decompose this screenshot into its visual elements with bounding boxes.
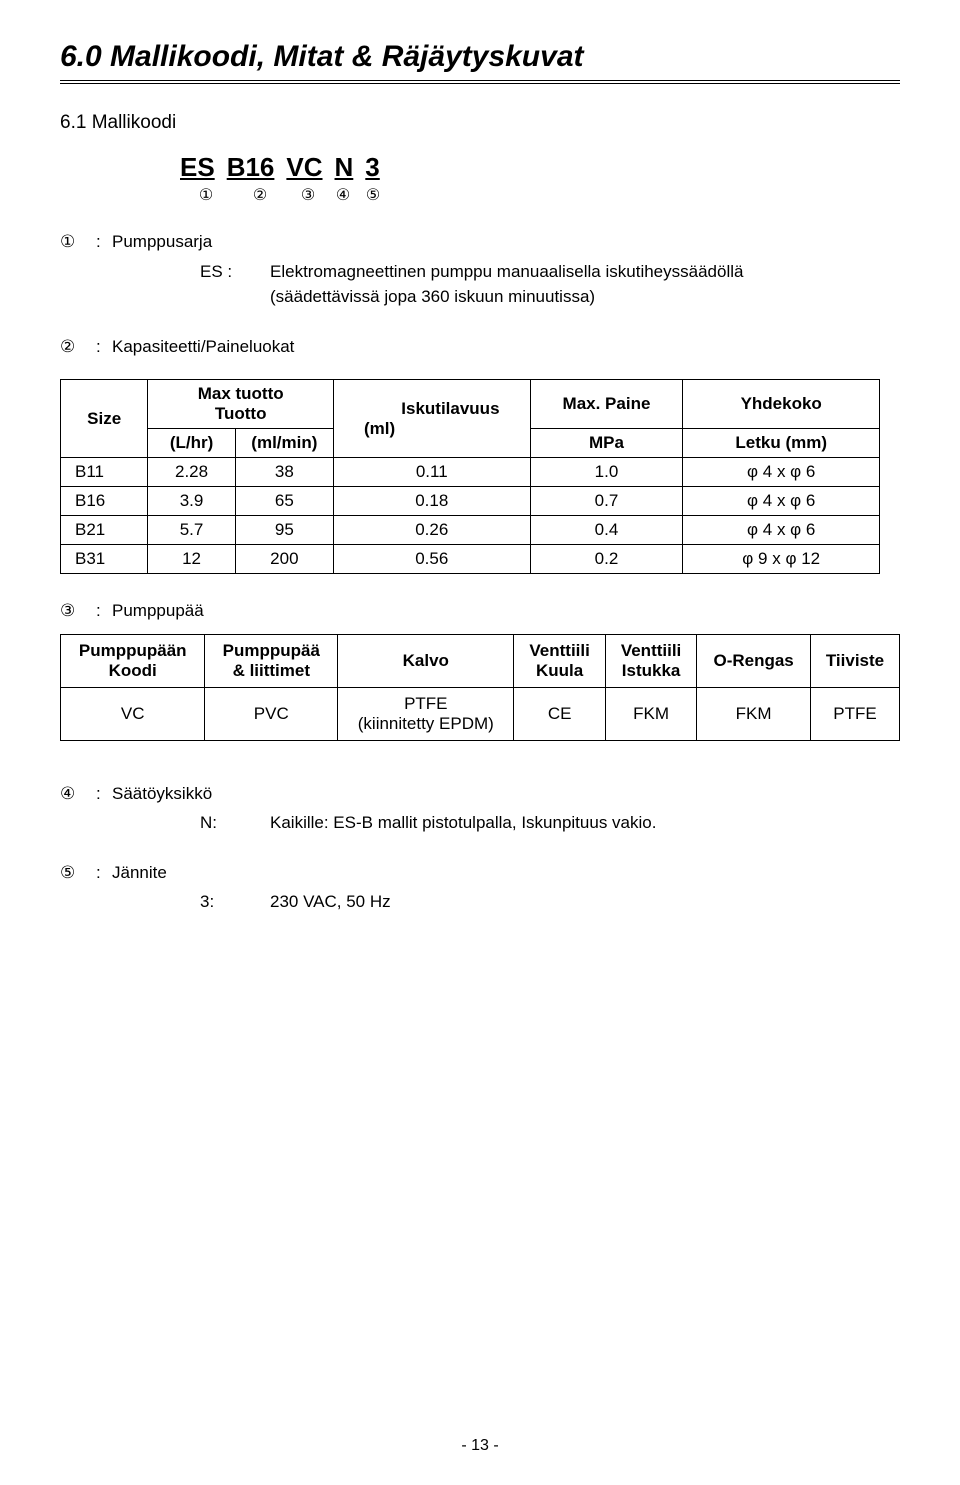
def3-label: Pumppupää (112, 598, 204, 624)
th-maxpaine: Max. Paine (530, 380, 683, 429)
th-size: Size (61, 380, 148, 458)
def3-colon: : (96, 598, 112, 624)
th-istukka: Venttiili Istukka (605, 634, 696, 687)
def5-sub-text: 230 VAC, 50 Hz (270, 889, 900, 915)
model-code: ES B16 VC N 3 ① ② ③ ④ ⑤ (180, 152, 900, 205)
head-table: Pumppupään Koodi Pumppupää & liittimet K… (60, 634, 900, 741)
def-3: ③ : Pumppupää (60, 598, 900, 624)
th-mpa: MPa (530, 429, 683, 458)
def4-sub-label: N: (200, 810, 270, 836)
circle-1: ① (180, 185, 232, 205)
th-lhr: (L/hr) (148, 429, 235, 458)
th-kalvo: Kalvo (338, 634, 514, 687)
th-tiiviste: Tiiviste (810, 634, 899, 687)
def1-paren: (säädettävissä jopa 360 iskuun minuutiss… (270, 284, 900, 310)
def1-num: ① (60, 229, 96, 255)
def5-num: ⑤ (60, 860, 96, 886)
def3-num: ③ (60, 598, 96, 624)
table-row: VC PVC PTFE (kiinnitetty EPDM) CE FKM FK… (61, 687, 900, 740)
th-orengas: O-Rengas (697, 634, 811, 687)
th-maxtuotto: Max tuotto Tuotto (148, 380, 334, 429)
table-row: B31 12 200 0.56 0.2 φ 9 x φ 12 (61, 545, 880, 574)
model-part-es: ES (180, 152, 215, 183)
circle-4: ④ (328, 185, 358, 205)
circle-5: ⑤ (358, 185, 388, 205)
th-mlmin: (ml/min) (235, 429, 333, 458)
def-1: ① : Pumppusarja ES : Elektromagneettinen… (60, 229, 900, 310)
model-part-3: 3 (365, 152, 379, 183)
def1-label: Pumppusarja (112, 229, 212, 255)
def4-label: Säätöyksikkö (112, 781, 212, 807)
sub-title: 6.1 Mallikoodi (60, 112, 900, 134)
def4-sub-text: Kaikille: ES-B mallit pistotulpalla, Isk… (270, 810, 900, 836)
th-koodi: Pumppupään Koodi (61, 634, 205, 687)
th-letku: Letku (mm) (683, 429, 880, 458)
th-isku: Iskutilavuus (ml) (333, 380, 530, 458)
table-row: B21 5.7 95 0.26 0.4 φ 4 x φ 6 (61, 516, 880, 545)
def2-label: Kapasiteetti/Paineluokat (112, 334, 294, 360)
model-part-b16: B16 (227, 152, 275, 183)
def1-sub-text: Elektromagneettinen pumppu manuaalisella… (270, 259, 900, 285)
def1-sub-label: ES : (200, 259, 270, 285)
circle-3: ③ (288, 185, 328, 205)
table-row: B11 2.28 38 0.11 1.0 φ 4 x φ 6 (61, 458, 880, 487)
def2-colon: : (96, 334, 112, 360)
model-part-n: N (335, 152, 354, 183)
th-kuula: Venttiili Kuula (514, 634, 605, 687)
def-5: ⑤ : Jännite 3: 230 VAC, 50 Hz (60, 860, 900, 915)
page-number: - 13 - (0, 1437, 960, 1455)
def5-sub-label: 3: (200, 889, 270, 915)
def5-colon: : (96, 860, 112, 886)
th-liittimet: Pumppupää & liittimet (205, 634, 338, 687)
def4-num: ④ (60, 781, 96, 807)
def5-label: Jännite (112, 860, 167, 886)
circle-2: ② (232, 185, 288, 205)
th-yhde: Yhdekoko (683, 380, 880, 429)
section-title: 6.0 Mallikoodi, Mitat & Räjäytyskuvat (60, 40, 900, 84)
def1-colon: : (96, 229, 112, 255)
size-table: Size Max tuotto Tuotto Iskutilavuus (ml)… (60, 379, 880, 574)
def-2: ② : Kapasiteetti/Paineluokat (60, 334, 900, 360)
model-part-vc: VC (286, 152, 322, 183)
def-4: ④ : Säätöyksikkö N: Kaikille: ES-B malli… (60, 781, 900, 836)
table-row: B16 3.9 65 0.18 0.7 φ 4 x φ 6 (61, 487, 880, 516)
def2-num: ② (60, 334, 96, 360)
def4-colon: : (96, 781, 112, 807)
